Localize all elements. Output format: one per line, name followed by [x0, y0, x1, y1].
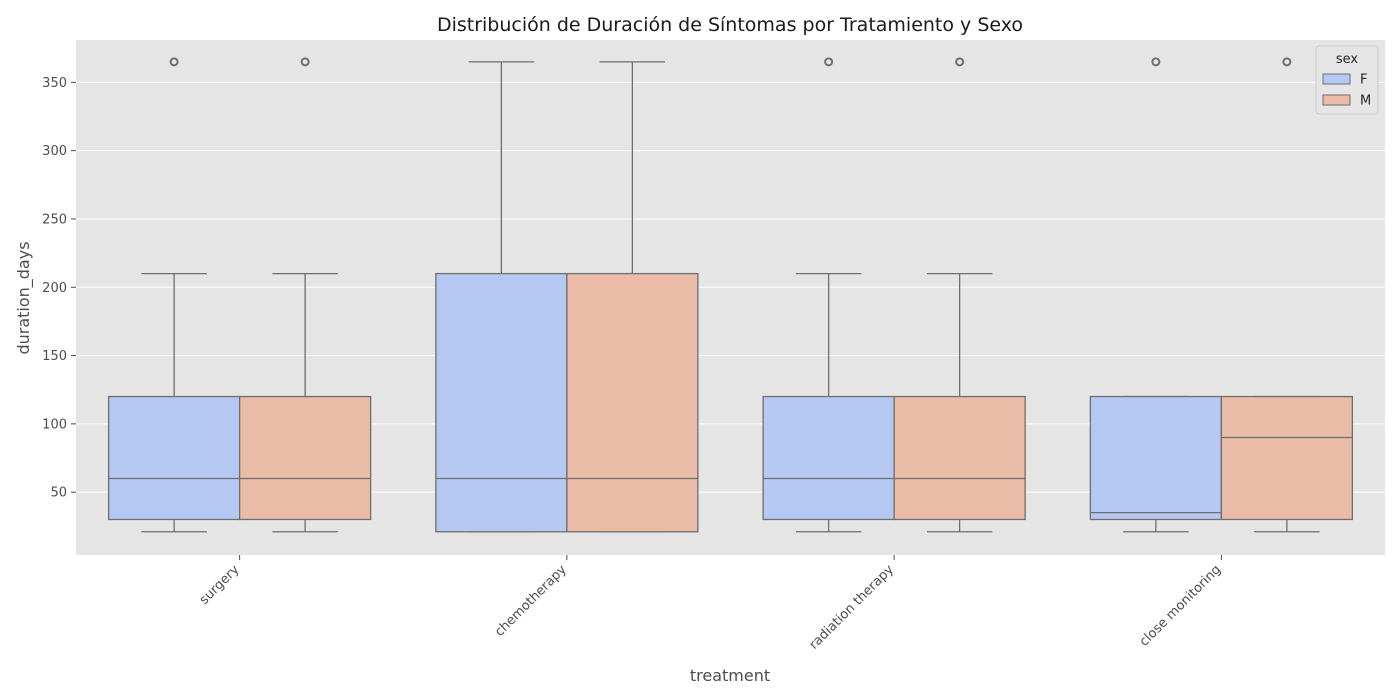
iqr-box [435, 272, 568, 533]
outlier-point [300, 57, 310, 67]
y-tick-label: 100 [42, 417, 67, 432]
box-F-chemotherapy [435, 61, 568, 533]
y-tick-label: 350 [42, 76, 67, 91]
iqr-box [107, 395, 241, 521]
x-tick-label: close monitoring [1137, 562, 1224, 649]
iqr-box [1089, 395, 1223, 521]
legend: sex FM [1315, 45, 1379, 115]
y-tick-label: 200 [42, 281, 67, 296]
y-tick-label: 150 [42, 349, 67, 364]
y-axis-ticks: 50 100 150 200 250 300 350 [42, 76, 76, 501]
box-F-radiation-therapy [762, 57, 895, 533]
outlier-point [1282, 57, 1292, 67]
chart-title: Distribución de Duración de Síntomas por… [437, 14, 1023, 36]
y-tick-label: 50 [50, 486, 67, 501]
outlier-point [169, 57, 179, 67]
x-tick-label: chemotherapy [492, 562, 570, 640]
iqr-box [1220, 395, 1354, 521]
y-tick-label: 300 [42, 144, 67, 159]
x-axis-ticks: surgery chemotherapy radiation therapy clos… [197, 555, 1224, 653]
outlier-point [1151, 57, 1161, 67]
box-M-chemotherapy [566, 61, 699, 533]
box-F-close-monitoring [1089, 57, 1223, 533]
iqr-box [566, 272, 699, 533]
y-axis-title: duration_days [14, 241, 34, 354]
legend-title: sex [1336, 52, 1359, 67]
y-tick-label: 250 [42, 212, 67, 227]
x-tick-label: surgery [197, 562, 243, 608]
iqr-box [762, 395, 895, 521]
legend-items: FM [1322, 73, 1371, 109]
box-layer [107, 57, 1354, 533]
outlier-point [955, 57, 965, 67]
legend-swatch-F [1322, 73, 1351, 85]
box-M-surgery [238, 57, 372, 533]
legend-label-F: F [1360, 73, 1367, 88]
outlier-point [824, 57, 834, 67]
x-tick-label: radiation therapy [807, 562, 898, 653]
legend-swatch-M [1322, 94, 1351, 106]
box-F-surgery [107, 57, 241, 533]
box-M-radiation-therapy [893, 57, 1026, 533]
legend-label-M: M [1360, 94, 1371, 109]
iqr-box [893, 395, 1026, 521]
iqr-box [238, 395, 372, 521]
x-axis-title: treatment [690, 666, 770, 685]
box-M-close-monitoring [1220, 57, 1354, 533]
